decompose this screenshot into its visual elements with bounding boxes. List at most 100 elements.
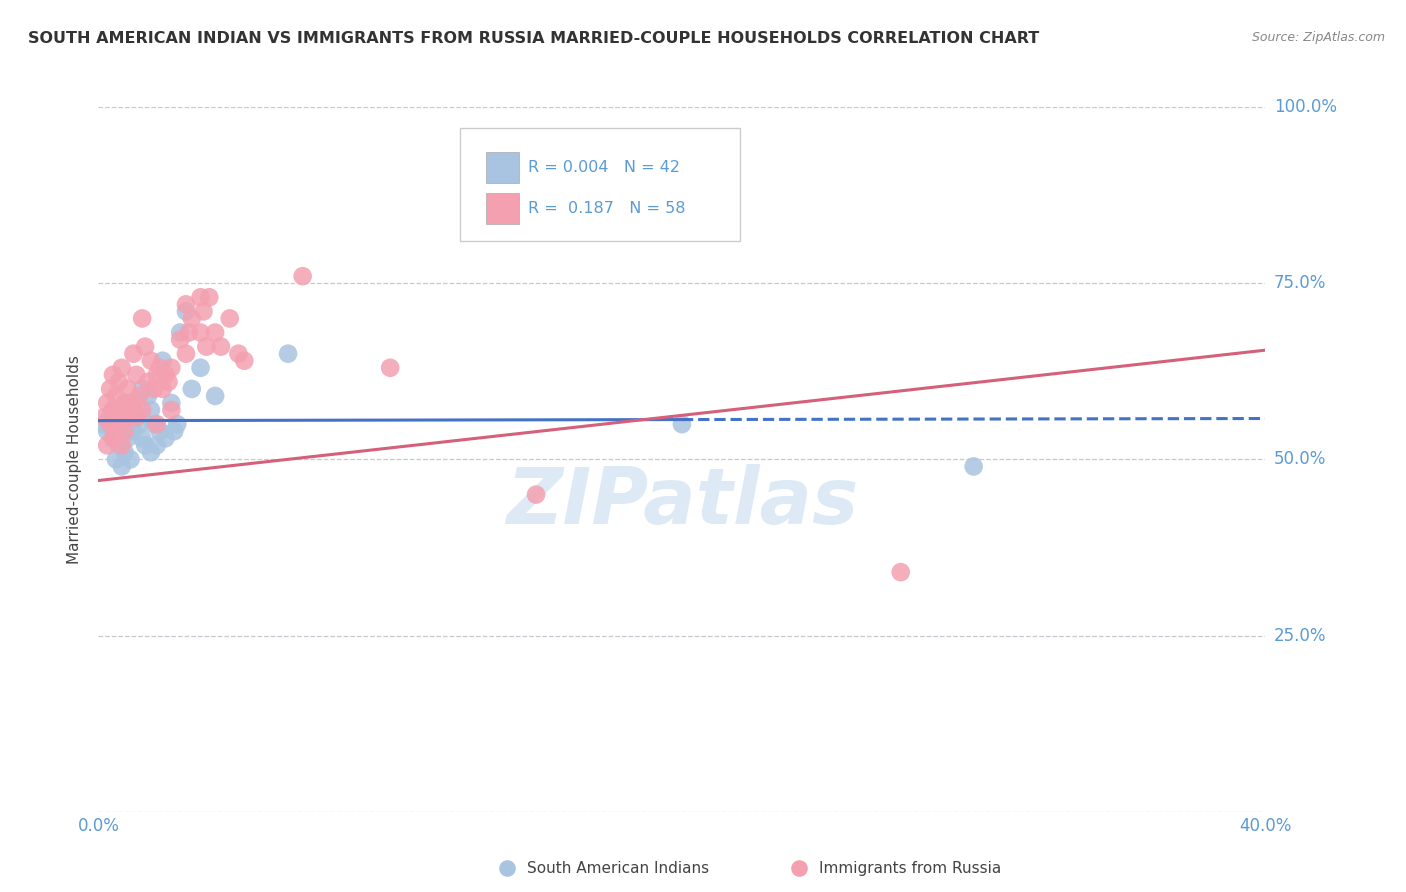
- Point: [96, 396, 118, 410]
- Point: [291, 269, 314, 284]
- Point: [204, 326, 226, 340]
- Point: [152, 382, 174, 396]
- Point: [104, 424, 127, 438]
- Point: [111, 438, 134, 452]
- Point: [142, 417, 165, 431]
- Point: [122, 346, 145, 360]
- Point: [117, 431, 139, 445]
- Point: [160, 403, 183, 417]
- Point: [131, 382, 153, 396]
- Point: [380, 360, 402, 375]
- Point: [233, 353, 256, 368]
- Point: [139, 445, 162, 459]
- Point: [111, 360, 134, 375]
- Point: [128, 389, 150, 403]
- Point: [193, 304, 215, 318]
- Point: [155, 368, 177, 382]
- Point: [96, 438, 118, 452]
- Point: [787, 861, 810, 875]
- Point: [131, 311, 153, 326]
- Point: [163, 424, 186, 438]
- Point: [104, 417, 127, 431]
- Point: [101, 431, 124, 445]
- Point: [195, 340, 218, 354]
- Point: [120, 452, 142, 467]
- Text: 100.0%: 100.0%: [1274, 98, 1337, 116]
- Point: [180, 311, 202, 326]
- Bar: [486, 153, 519, 183]
- Point: [174, 304, 197, 318]
- Point: [166, 417, 188, 431]
- Point: [101, 403, 124, 417]
- Point: [180, 382, 202, 396]
- Point: [120, 403, 142, 417]
- Point: [108, 375, 131, 389]
- Point: [128, 417, 150, 431]
- Point: [108, 438, 131, 452]
- Point: [125, 410, 148, 425]
- Text: SOUTH AMERICAN INDIAN VS IMMIGRANTS FROM RUSSIA MARRIED-COUPLE HOUSEHOLDS CORREL: SOUTH AMERICAN INDIAN VS IMMIGRANTS FROM…: [28, 31, 1039, 46]
- Point: [114, 445, 136, 459]
- FancyBboxPatch shape: [460, 128, 741, 241]
- Point: [122, 396, 145, 410]
- Point: [149, 360, 172, 375]
- Point: [962, 459, 984, 474]
- Y-axis label: Married-couple Households: Married-couple Households: [67, 355, 83, 564]
- Point: [101, 431, 124, 445]
- Point: [101, 368, 124, 382]
- Text: 25.0%: 25.0%: [1274, 626, 1326, 645]
- Point: [114, 396, 136, 410]
- Text: R = 0.004   N = 42: R = 0.004 N = 42: [527, 161, 681, 175]
- Point: [111, 403, 134, 417]
- Point: [101, 403, 124, 417]
- Point: [117, 382, 139, 396]
- Point: [131, 403, 153, 417]
- Point: [228, 346, 250, 360]
- Point: [125, 368, 148, 382]
- Text: South American Indians: South American Indians: [527, 861, 710, 876]
- Point: [198, 290, 221, 304]
- Text: 75.0%: 75.0%: [1274, 274, 1326, 293]
- Point: [149, 424, 172, 438]
- Point: [190, 290, 212, 304]
- Point: [93, 410, 115, 425]
- Point: [177, 326, 200, 340]
- Point: [169, 326, 191, 340]
- Point: [155, 431, 177, 445]
- Point: [139, 403, 162, 417]
- Point: [277, 346, 299, 360]
- Point: [218, 311, 240, 326]
- Point: [152, 353, 174, 368]
- Point: [117, 396, 139, 410]
- Point: [146, 417, 169, 431]
- Point: [98, 382, 121, 396]
- Text: Immigrants from Russia: Immigrants from Russia: [820, 861, 1001, 876]
- Point: [134, 438, 156, 452]
- Point: [146, 438, 169, 452]
- Point: [142, 382, 165, 396]
- Point: [496, 861, 519, 875]
- Point: [174, 346, 197, 360]
- Text: Source: ZipAtlas.com: Source: ZipAtlas.com: [1251, 31, 1385, 45]
- Point: [160, 396, 183, 410]
- Point: [114, 410, 136, 425]
- Text: R =  0.187   N = 58: R = 0.187 N = 58: [527, 201, 685, 216]
- Point: [136, 375, 159, 389]
- Point: [111, 424, 134, 438]
- Point: [136, 389, 159, 403]
- Point: [146, 368, 169, 382]
- Point: [204, 389, 226, 403]
- Point: [98, 417, 121, 431]
- Point: [104, 389, 127, 403]
- Text: ZIPatlas: ZIPatlas: [506, 464, 858, 540]
- Point: [671, 417, 693, 431]
- Point: [890, 565, 912, 579]
- Point: [209, 340, 232, 354]
- Point: [190, 326, 212, 340]
- Point: [157, 375, 180, 389]
- Point: [131, 431, 153, 445]
- Point: [111, 459, 134, 474]
- Point: [134, 340, 156, 354]
- Point: [190, 360, 212, 375]
- Point: [524, 487, 547, 501]
